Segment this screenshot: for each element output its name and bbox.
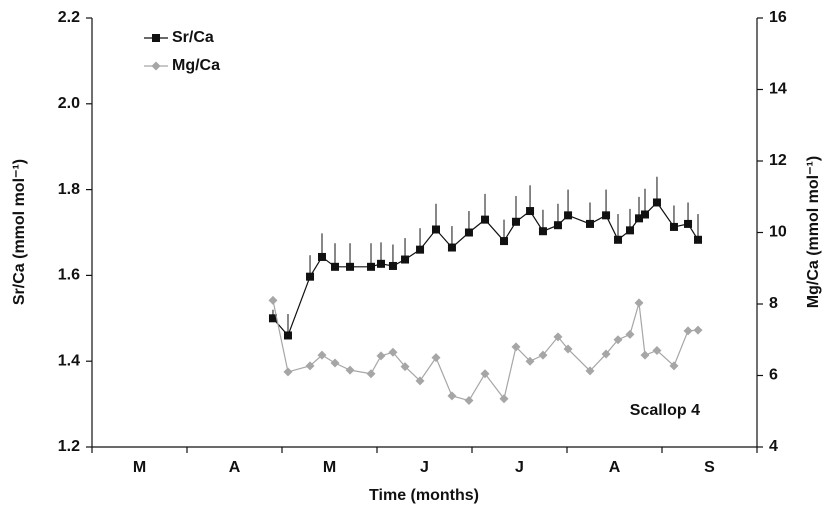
y-tick-label: 1.2: [58, 438, 80, 455]
data-point: [625, 329, 635, 339]
data-point: [601, 349, 611, 359]
data-point: [602, 211, 611, 220]
data-point: [538, 350, 548, 360]
data-point: [585, 219, 594, 228]
legend-label: Sr/Ca: [172, 29, 214, 46]
data-point: [305, 361, 315, 371]
data-point: [367, 262, 376, 271]
data-point: [585, 366, 595, 376]
legend-marker: [151, 61, 161, 71]
data-point: [563, 344, 573, 354]
legend-label: Mg/Ca: [172, 57, 220, 74]
data-point: [525, 356, 535, 366]
legend-marker: [152, 34, 160, 42]
data-point: [538, 227, 547, 236]
x-axis-label: Time (months): [369, 487, 479, 504]
y-tick-label: 1.8: [58, 181, 80, 198]
data-point: [268, 295, 278, 305]
y2-tick-label: 14: [769, 81, 787, 98]
data-point: [625, 226, 634, 235]
data-point: [331, 262, 340, 271]
data-point: [401, 255, 410, 264]
data-point: [684, 219, 693, 228]
y-tick-label: 2.0: [58, 95, 80, 112]
data-point: [431, 353, 441, 363]
data-point: [480, 369, 490, 379]
data-point: [669, 361, 679, 371]
y2-tick-label: 16: [769, 9, 787, 26]
data-point: [317, 252, 326, 261]
x-tick-label: M: [323, 459, 336, 476]
data-point: [614, 235, 623, 244]
data-point: [553, 332, 563, 342]
data-point: [640, 350, 650, 360]
data-point: [376, 351, 386, 361]
data-point: [283, 331, 292, 340]
data-point: [652, 198, 661, 207]
y2-axis-label: Mg/Ca (mmol mol⁻¹): [805, 156, 822, 308]
data-point: [683, 326, 693, 336]
series-line: [272, 300, 699, 402]
x-tick-label: M: [133, 459, 146, 476]
y-tick-label: 1.4: [58, 352, 80, 369]
data-point: [431, 225, 440, 234]
data-point: [526, 207, 535, 216]
data-point: [376, 259, 385, 268]
data-point: [306, 272, 315, 281]
data-point: [400, 362, 410, 372]
data-point: [500, 237, 509, 246]
y2-tick-label: 6: [769, 367, 778, 384]
data-point: [635, 214, 644, 223]
data-point: [481, 215, 490, 224]
data-point: [499, 394, 509, 404]
data-point: [553, 221, 562, 230]
data-point: [464, 228, 473, 237]
data-point: [416, 245, 425, 254]
data-point: [634, 298, 644, 308]
data-point: [447, 391, 457, 401]
annotation: Scallop 4: [630, 402, 700, 419]
x-tick-label: A: [609, 459, 621, 476]
data-point: [694, 235, 703, 244]
data-point: [268, 314, 277, 323]
y2-tick-label: 12: [769, 152, 787, 169]
data-point: [345, 365, 355, 375]
y2-tick-label: 8: [769, 295, 778, 312]
y-axis-label: Sr/Ca (mmol mol⁻¹): [11, 159, 28, 305]
y2-tick-label: 10: [769, 224, 787, 241]
data-point: [564, 211, 573, 220]
data-point: [652, 345, 662, 355]
data-point: [669, 222, 678, 231]
data-point: [317, 350, 327, 360]
x-tick-label: A: [229, 459, 241, 476]
y-tick-label: 2.2: [58, 9, 80, 26]
data-point: [346, 262, 355, 271]
data-point: [511, 342, 521, 352]
y-tick-label: 1.6: [58, 267, 80, 284]
data-point: [283, 367, 293, 377]
x-tick-label: J: [515, 459, 524, 476]
data-point: [464, 396, 474, 406]
data-point: [415, 376, 425, 386]
data-point: [366, 369, 376, 379]
x-tick-label: S: [704, 459, 715, 476]
data-point: [511, 217, 520, 226]
x-tick-label: J: [420, 459, 429, 476]
data-point: [388, 261, 397, 270]
data-point: [447, 243, 456, 252]
data-point: [388, 347, 398, 357]
data-point: [613, 335, 623, 345]
data-point: [640, 210, 649, 219]
data-point: [693, 325, 703, 335]
y2-tick-label: 4: [769, 438, 778, 455]
data-point: [330, 358, 340, 368]
